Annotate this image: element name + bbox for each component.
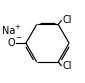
Text: Cl: Cl xyxy=(62,61,71,71)
Text: O: O xyxy=(8,38,15,48)
Text: Na: Na xyxy=(2,26,15,36)
Text: −: − xyxy=(16,35,22,41)
Text: +: + xyxy=(14,24,20,30)
Text: Cl: Cl xyxy=(62,15,71,25)
